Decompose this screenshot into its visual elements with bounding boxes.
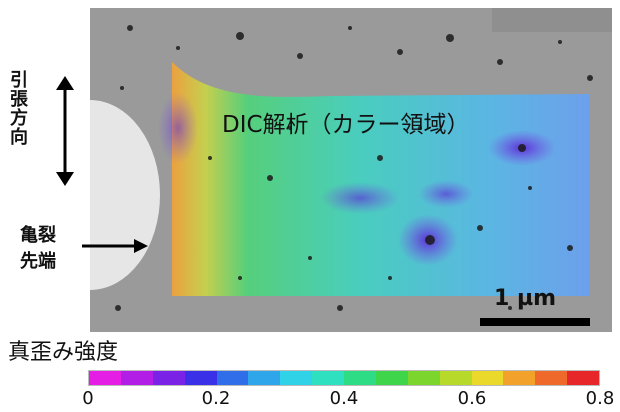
crack-tip-label-1: 亀裂	[20, 225, 56, 246]
colorbar-swatch	[248, 371, 281, 385]
colorbar-tick-label: 0.8	[585, 388, 615, 409]
colorbar-swatch	[567, 371, 599, 385]
scale-bar	[480, 318, 590, 326]
tension-direction-label: 引張方向	[7, 70, 28, 146]
colorbar-tick-label: 0.6	[457, 388, 487, 409]
colorbar-swatch	[312, 371, 344, 385]
colorbar-swatch	[216, 371, 249, 385]
colorbar-tick-label: 0.4	[329, 388, 359, 409]
dic-overlay	[115, 25, 593, 326]
colorbar-swatch	[471, 371, 504, 385]
colorbar-swatch	[152, 371, 185, 385]
colorbar-tick-label: 0	[82, 388, 94, 409]
colorbar-swatch	[439, 371, 472, 385]
crack-tip-label-2: 先端	[20, 251, 56, 272]
colorbar-swatch	[184, 371, 217, 385]
colorbar	[88, 370, 600, 386]
dic-label: DIC解析（カラー領域）	[222, 112, 470, 138]
colorbar-swatch	[89, 371, 121, 385]
grain-patch	[492, 8, 612, 32]
colorbar-swatch	[344, 371, 376, 385]
colorbar-swatch	[375, 371, 408, 385]
colorbar-swatch	[503, 371, 536, 385]
crack-tip-arrow	[82, 239, 148, 253]
colorbar-swatch	[535, 371, 568, 385]
colorbar-title: 真歪み強度	[8, 340, 119, 365]
micrograph-image: DIC解析（カラー領域） 1 µm	[90, 8, 612, 332]
tension-arrow	[56, 76, 74, 186]
colorbar-swatch	[280, 371, 313, 385]
colorbar-swatch	[120, 371, 153, 385]
scale-label: 1 µm	[494, 286, 557, 311]
colorbar-swatch	[407, 371, 440, 385]
colorbar-tick-label: 0.2	[201, 388, 231, 409]
